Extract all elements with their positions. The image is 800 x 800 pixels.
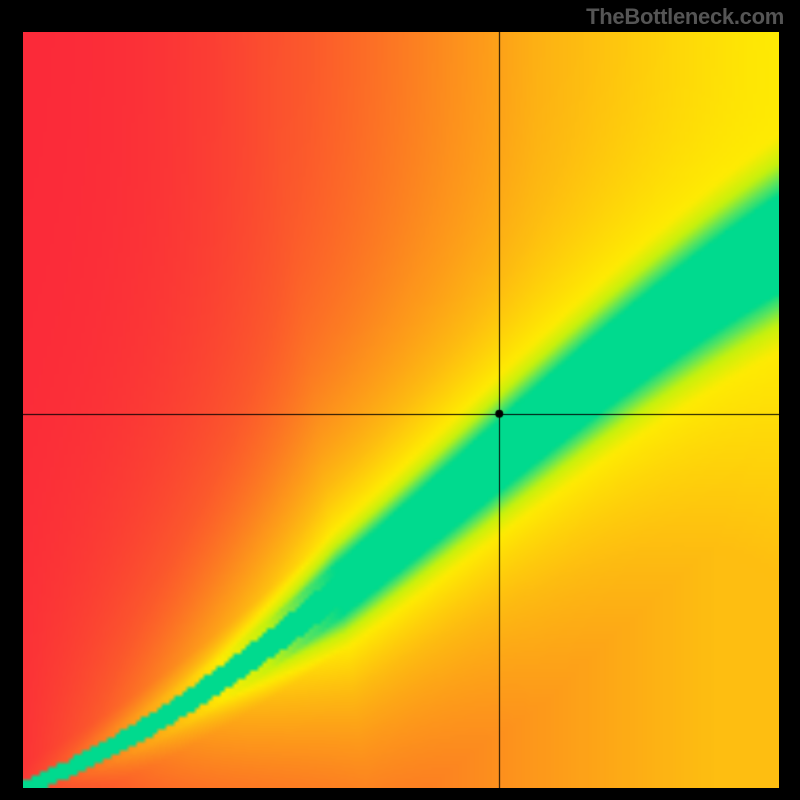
bottleneck-heatmap <box>23 32 779 788</box>
chart-container: TheBottleneck.com <box>0 0 800 800</box>
watermark-text: TheBottleneck.com <box>586 4 784 30</box>
